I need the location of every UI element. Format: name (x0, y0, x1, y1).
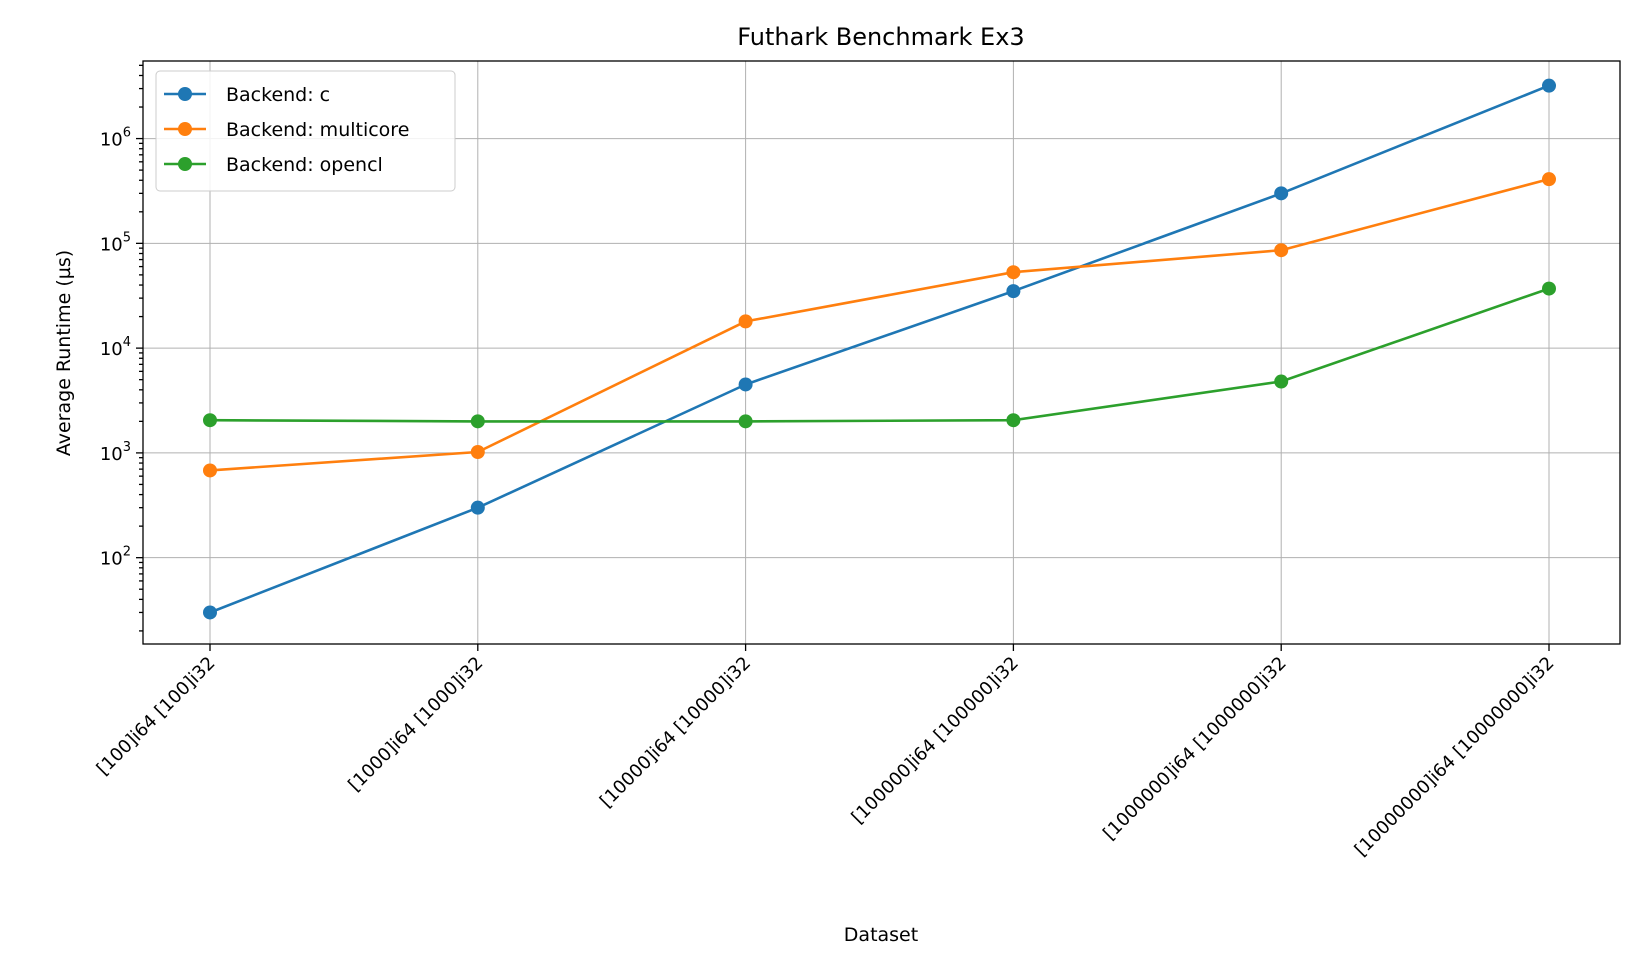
data-point (1006, 265, 1021, 280)
series-line (209, 177, 1550, 472)
data-point (1274, 243, 1289, 258)
data-point (1006, 284, 1021, 299)
legend-label: Backend: opencl (226, 154, 383, 176)
legend-marker (178, 122, 192, 136)
legend-marker (178, 87, 192, 101)
y-tick-label: 105 (100, 230, 131, 255)
data-point (738, 414, 753, 429)
data-point (738, 377, 753, 392)
data-point (1274, 374, 1289, 389)
y-tick-label: 103 (100, 440, 131, 465)
data-point (1542, 281, 1556, 296)
series-line (209, 287, 1550, 423)
data-point (1274, 186, 1289, 201)
data-point (738, 314, 753, 329)
series-line (209, 84, 1550, 614)
y-axis-label: Average Runtime (µs) (53, 250, 75, 456)
legend-label: Backend: c (226, 84, 330, 106)
x-tick-label: [10000]i64 [10000]i32 (596, 653, 755, 812)
x-axis-label: Dataset (844, 924, 918, 946)
data-point (470, 414, 485, 429)
data-point (1542, 172, 1556, 187)
data-point (1006, 413, 1021, 428)
y-tick-label: 104 (100, 335, 131, 360)
y-tick-label: 102 (100, 545, 131, 570)
x-tick-label: [100]i64 [100]i32 (93, 653, 220, 780)
legend-box (155, 70, 456, 192)
x-tick-label: [1000]i64 [1000]i32 (344, 653, 487, 796)
data-point (203, 413, 217, 428)
y-tick-label: 106 (100, 126, 131, 151)
data-point (1542, 78, 1556, 93)
x-tick-label: [1000000]i64 [1000000]i32 (1099, 653, 1291, 845)
data-point (203, 605, 217, 620)
data-point (470, 444, 485, 459)
data-point (203, 463, 217, 478)
x-tick-label: [10000000]i64 [10000000]i32 (1351, 653, 1559, 861)
x-tick-label: [100000]i64 [100000]i32 (848, 653, 1023, 828)
chart-title: Futhark Benchmark Ex3 (737, 23, 1024, 51)
legend-label: Backend: multicore (226, 119, 409, 141)
series-layer (203, 78, 1556, 620)
data-point (470, 500, 485, 515)
legend-marker (178, 157, 192, 171)
legend: Backend: c Backend: multicore Backend: ope… (155, 70, 456, 192)
